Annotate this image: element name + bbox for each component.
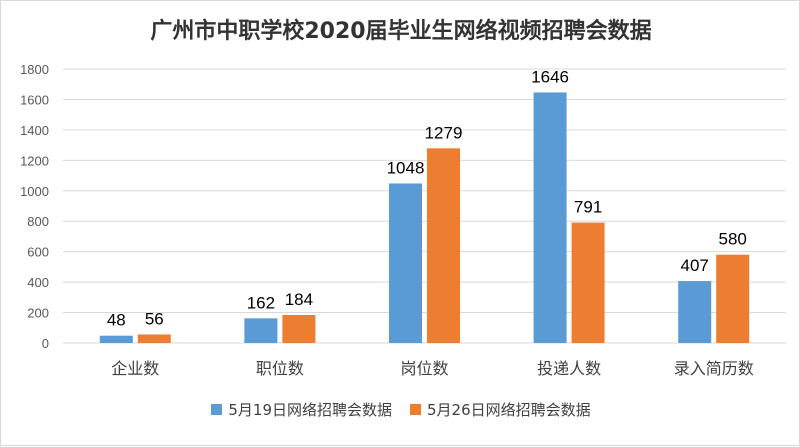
chart-title: 广州市中职学校2020届毕业生网络视频招聘会数据 [150,19,652,44]
y-tick-label: 200 [27,306,49,321]
legend-label-series-2: 5月26日网络招聘会数据 [427,401,591,419]
bar-series-1 [533,92,567,343]
legend-item-series-2[interactable]: 5月26日网络招聘会数据 [410,399,591,420]
y-tick-label: 400 [27,275,49,290]
bar-series-2 [427,148,460,343]
data-label: 580 [719,230,747,249]
data-label: 56 [145,309,164,328]
data-label: 184 [285,290,313,309]
x-tick-label: 企业数 [111,359,159,378]
legend: 5月19日网络招聘会数据 5月26日网络招聘会数据 [1,399,800,420]
y-tick-label: 800 [27,214,49,229]
data-label: 1048 [387,158,425,177]
bar-series-2 [716,254,750,343]
x-tick-label: 投递人数 [537,359,601,378]
y-tick-label: 1200 [20,153,49,168]
y-tick-label: 1600 [20,92,49,107]
bar-series-2 [282,314,316,343]
y-tick-label: 1800 [20,62,49,77]
data-label: 162 [247,293,275,312]
data-label: 48 [107,311,126,330]
x-tick-label: 职位数 [256,359,304,378]
x-tick-label: 录入简历数 [674,359,754,378]
data-label: 407 [681,256,709,275]
bar-series-1 [99,335,133,343]
legend-item-series-1[interactable]: 5月19日网络招聘会数据 [211,399,392,420]
y-tick-label: 0 [42,336,49,351]
data-label: 1279 [425,123,463,142]
legend-label-series-1: 5月19日网络招聘会数据 [228,401,392,419]
bar-series-1 [678,281,712,343]
x-tick-label: 岗位数 [400,359,448,378]
legend-swatch-series-2 [410,404,421,415]
bar-series-1 [244,318,278,343]
legend-swatch-series-1 [211,404,223,415]
bar-series-2 [571,222,605,343]
data-label: 791 [574,198,602,217]
y-tick-label: 1400 [20,123,49,138]
bar-series-1 [389,183,422,343]
y-tick-label: 600 [27,245,49,260]
bar-series-2 [137,334,171,343]
y-tick-label: 1000 [20,184,49,199]
data-label: 1646 [531,67,569,86]
